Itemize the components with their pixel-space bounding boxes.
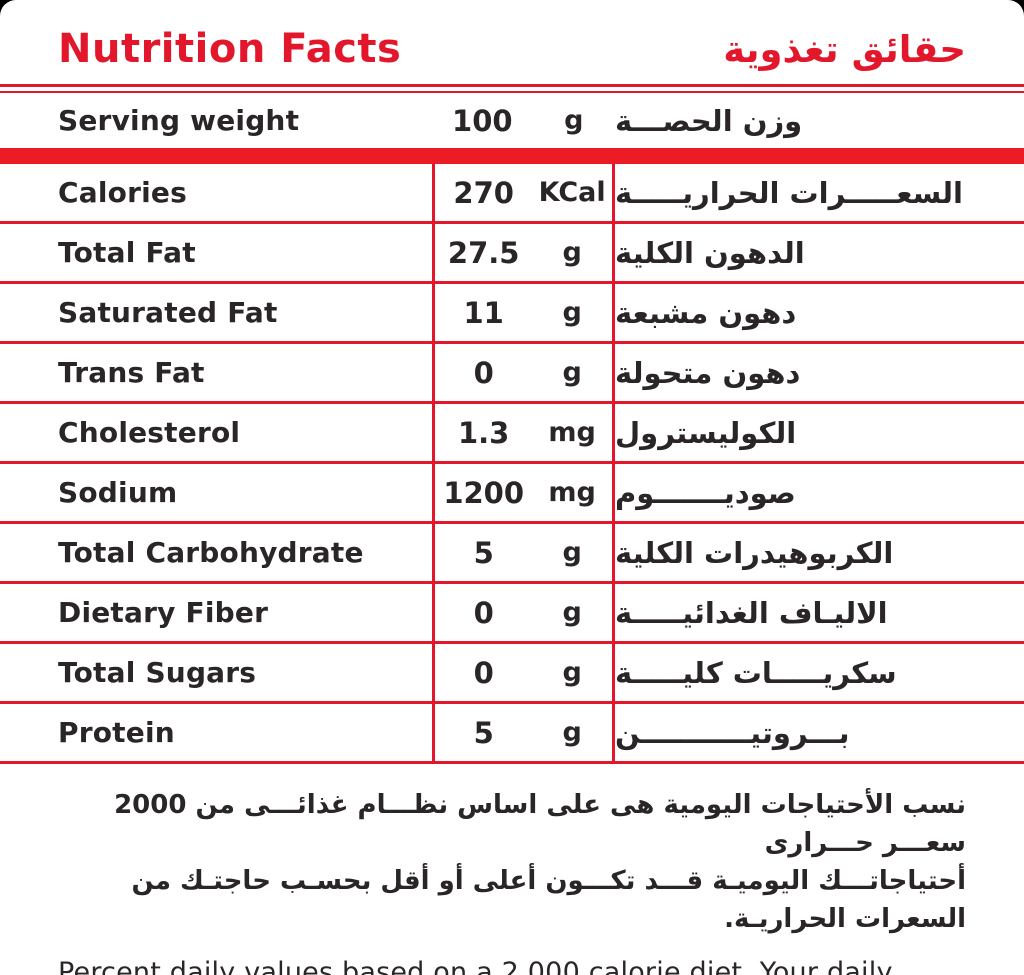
nutrient-row: Dietary Fiber 0 g الاليـاف الغدائيـــــة (0, 584, 1024, 644)
nutrient-label-en: Cholesterol (58, 416, 241, 449)
nutrient-row: Protein 5 g بـــروتيـــــــــــن (0, 704, 1024, 764)
nutrient-value-cell: 270 KCal (432, 164, 615, 221)
nutrient-label-en: Sodium (58, 476, 178, 509)
footnote-arabic: نسب الأحتياجات اليومية هى على اساس نظـــ… (0, 786, 1024, 938)
nutrient-row: Saturated Fat 11 g دهون مشبعة (0, 284, 1024, 344)
nutrient-value: 1.3 (457, 415, 510, 450)
nutrient-value: 27.5 (447, 235, 520, 270)
nutrient-value-cell: 0 g (432, 644, 615, 701)
title-english: Nutrition Facts (58, 26, 402, 72)
label-header: Nutrition Facts حقائق تغذوية (0, 0, 1024, 84)
footnote-english: Percent daily values based on a 2.000 ca… (58, 957, 893, 975)
nutrient-value: 1200 (443, 475, 525, 510)
nutrient-value: 0 (473, 355, 494, 390)
nutrient-row: Total Carbohydrate 5 g الكربوهيدرات الكل… (0, 524, 1024, 584)
nutrient-value: 5 (473, 535, 494, 570)
nutrient-row: Trans Fat 0 g دهون متحولة (0, 344, 1024, 404)
nutrient-label-ar: الكوليسترول (615, 415, 797, 450)
nutrient-value-cell: 5 g (432, 524, 615, 581)
nutrient-value-cell: 1.3 mg (432, 404, 615, 461)
nutrient-row: Cholesterol 1.3 mg الكوليسترول (0, 404, 1024, 464)
footnote-arabic-line2: أحتياجاتـــك اليوميـة قـــد تكـــون أعلى… (131, 866, 966, 934)
nutrient-label-en: Calories (58, 176, 187, 209)
nutrient-row: Total Sugars 0 g سكريـــــات كليـــــة (0, 644, 1024, 704)
nutrient-value: 5 (473, 715, 494, 750)
nutrient-label-ar: دهون مشبعة (615, 295, 797, 330)
title-arabic: حقائق تغذوية (723, 27, 966, 71)
nutrient-value: 0 (473, 655, 494, 690)
nutrient-value: 0 (473, 595, 494, 630)
nutrient-unit: g (562, 537, 582, 568)
nutrient-label-en: Total Fat (58, 236, 196, 269)
nutrient-unit: KCal (538, 177, 606, 208)
nutrient-row: Total Fat 27.5 g الدهون الكلية (0, 224, 1024, 284)
thick-red-bar (0, 148, 1024, 164)
nutrient-label-en: Protein (58, 716, 175, 749)
nutrient-label-en: Total Carbohydrate (58, 536, 364, 569)
nutrient-value-cell: 5 g (432, 704, 615, 761)
serving-unit: g (564, 105, 584, 136)
nutrient-value: 11 (463, 295, 504, 330)
nutrient-value-cell: 1200 mg (432, 464, 615, 521)
nutrient-unit: g (562, 357, 582, 388)
nutrient-table: Calories 270 KCal السعـــــرات الحراريــ… (0, 164, 1024, 764)
footnote-arabic-line1: نسب الأحتياجات اليومية هى على اساس نظـــ… (114, 790, 966, 858)
header-divider (0, 84, 1024, 87)
divider-gap (0, 87, 1024, 91)
serving-label-en: Serving weight (58, 104, 300, 137)
nutrient-value: 270 (453, 175, 514, 210)
nutrient-label-en: Trans Fat (58, 356, 205, 389)
nutrient-label-ar: السعـــــرات الحراريـــــة (615, 175, 963, 210)
nutrient-unit: mg (548, 477, 596, 508)
nutrient-value-cell: 11 g (432, 284, 615, 341)
serving-value: 100 (452, 103, 513, 138)
nutrient-unit: g (562, 657, 582, 688)
nutrient-value-cell: 0 g (432, 584, 615, 641)
nutrient-label-ar: سكريـــــات كليـــــة (615, 655, 897, 690)
nutrient-label-en: Total Sugars (58, 656, 257, 689)
nutrient-label-en: Dietary Fiber (58, 596, 269, 629)
serving-value-cell: 100 g (432, 104, 615, 138)
nutrient-unit: mg (548, 417, 596, 448)
nutrient-label-ar: بـــروتيـــــــــــن (615, 715, 850, 750)
nutrient-value-cell: 27.5 g (432, 224, 615, 281)
nutrient-unit: g (562, 717, 582, 748)
nutrient-label-ar: دهون متحولة (615, 355, 801, 390)
nutrient-row: Calories 270 KCal السعـــــرات الحراريــ… (0, 164, 1024, 224)
serving-weight-row: Serving weight 100 g وزن الحصـــة (0, 91, 1024, 148)
nutrient-label-en: Saturated Fat (58, 296, 278, 329)
nutrient-label-ar: صوديـــــــوم (615, 475, 796, 510)
nutrient-label-ar: الاليـاف الغدائيـــــة (615, 595, 888, 630)
nutrient-label-ar: الكربوهيدرات الكلية (615, 535, 894, 570)
nutrient-value-cell: 0 g (432, 344, 615, 401)
nutrient-label-ar: الدهون الكلية (615, 235, 805, 270)
nutrient-unit: g (562, 237, 582, 268)
nutrient-unit: g (562, 597, 582, 628)
serving-label-ar: وزن الحصـــة (615, 103, 803, 138)
nutrient-row: Sodium 1200 mg صوديـــــــوم (0, 464, 1024, 524)
nutrient-unit: g (562, 297, 582, 328)
